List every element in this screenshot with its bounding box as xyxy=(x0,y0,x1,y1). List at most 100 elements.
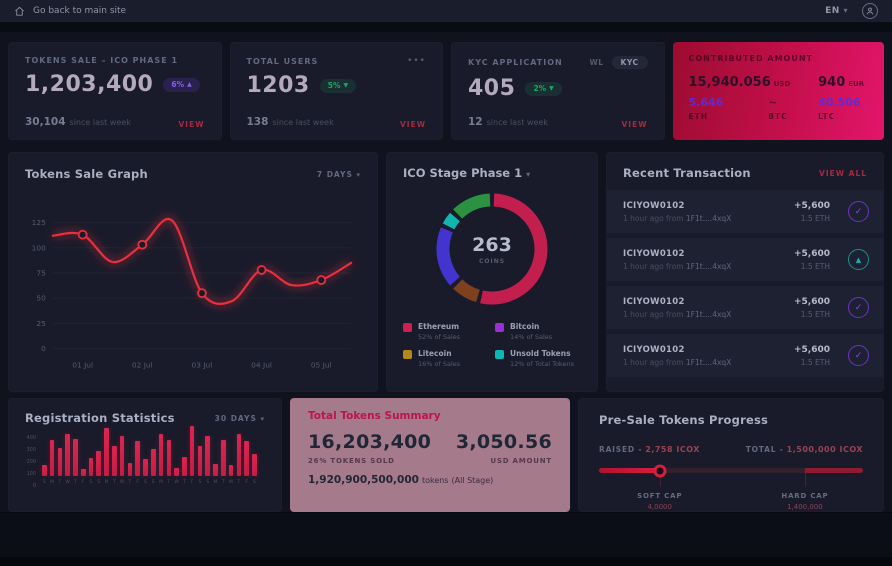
transaction-time: 1 hour ago from 1F1t....4xqX xyxy=(623,357,732,367)
stat-title: TOTAL USERS xyxy=(246,56,319,66)
stat-value: 1203 xyxy=(246,73,310,98)
bar-column: S xyxy=(150,448,156,486)
bar-column: W xyxy=(174,467,179,487)
chevron-down-icon: ▾ xyxy=(260,414,265,423)
slider-fill xyxy=(599,468,660,473)
stat-title: KYC APPLICATION xyxy=(468,58,563,67)
view-link[interactable]: VIEW xyxy=(400,120,426,129)
bar-column: F xyxy=(135,440,140,486)
back-label: Go back to main site xyxy=(33,6,127,16)
card-title: Registration Statistics xyxy=(25,411,175,425)
transaction-time: 1 hour ago from 1F1t....4xqX xyxy=(623,261,732,271)
legend-item: Bitcoin 14% of Sales xyxy=(495,322,581,341)
bar-column: S xyxy=(143,458,148,487)
transaction-row[interactable]: ICIYOW0102 1 hour ago from 1F1t....4xqX +5… xyxy=(607,334,883,377)
all-stage-total: 1,920,900,500,000 tokens (All Stage) xyxy=(308,474,494,486)
transaction-amount: +5,600 xyxy=(793,248,830,259)
stat-sub-value: 138 xyxy=(246,116,269,128)
tokens-sold-label: 26% TOKENS SOLD xyxy=(308,457,395,465)
transaction-row[interactable]: ICIYOW0102 1 hour ago from 1F1t....4xqX +5… xyxy=(607,190,883,233)
kyc-tab[interactable]: KYC xyxy=(611,56,648,69)
presale-progress-card: Pre-Sale Tokens Progress RAISED -2,758 I… xyxy=(578,398,884,512)
contributed-amount-card: CONTRIBUTED AMOUNT 15,940.056 USD 940 EUR … xyxy=(672,42,884,140)
transaction-eth: 1.5 ETH xyxy=(800,261,830,271)
bar-column: F xyxy=(189,426,195,486)
stat-sub-value: 30,104 xyxy=(25,116,66,128)
check-circle-icon: ✓ xyxy=(848,297,869,318)
recent-transaction-card: Recent Transaction VIEW ALL ICIYOW0102 1 … xyxy=(606,152,884,392)
stat-sub-label: since last week xyxy=(486,118,548,127)
summary-title: Total Tokens Summary xyxy=(308,410,441,422)
chevron-down-icon: ▾ xyxy=(843,6,848,15)
arrow-up-icon: ▲ xyxy=(187,81,192,88)
total-users-stat-card: TOTAL USERS ••• 1203 5% ▼ 138 since last w… xyxy=(229,42,443,140)
bar-column: T xyxy=(166,439,172,486)
card-title: Pre-Sale Tokens Progress xyxy=(599,413,769,427)
card-title: Tokens Sale Graph xyxy=(25,167,148,181)
bar-column: S xyxy=(197,445,203,486)
ico-stage-dropdown[interactable]: ICO Stage Phase 1 ▾ xyxy=(403,166,531,180)
svg-text:05 Jul: 05 Jul xyxy=(311,360,332,369)
stat-value: 405 xyxy=(468,76,516,101)
slider-hardcap-segment xyxy=(804,468,863,473)
usd-amount-label: USD AMOUNT xyxy=(490,457,552,465)
slider-handle[interactable] xyxy=(653,464,667,477)
bar-column: M xyxy=(104,427,109,486)
coins-count: 263 xyxy=(472,233,512,256)
view-all-link[interactable]: VIEW ALL xyxy=(819,168,867,178)
transaction-amount: +5,600 xyxy=(793,296,830,307)
legend-item: Ethereum 52% of Sales xyxy=(403,322,489,341)
transaction-time: 1 hour ago from 1F1t....4xqX xyxy=(623,309,732,319)
view-link[interactable]: VIEW xyxy=(178,120,205,129)
transaction-row[interactable]: ICIYOW0102 1 hour ago from 1F1t....4xqX +5… xyxy=(607,286,883,329)
stat-sub-label: since last week xyxy=(272,118,334,127)
user-avatar[interactable] xyxy=(862,3,878,19)
ltc-amount: 40.506 LTC xyxy=(818,96,861,121)
more-options-icon[interactable]: ••• xyxy=(407,56,426,66)
transaction-eth: 1.5 ETH xyxy=(800,309,830,319)
soft-cap-label: SOFT CAP 4,0000 xyxy=(637,492,683,511)
bar-column: M xyxy=(213,463,218,486)
bar-column: T xyxy=(73,439,78,486)
bar-column: T xyxy=(182,456,187,486)
total-tokens-summary-card: Total Tokens Summary 16,203,400 26% TOKE… xyxy=(290,398,570,512)
view-link[interactable]: VIEW xyxy=(621,120,648,129)
topbar-shadow xyxy=(0,22,892,32)
line-chart-area: 0 25 50 75 100 125 01 Jul 02 Jul 03 Jul 04 Jul 05 … xyxy=(25,183,361,383)
bar-column: T xyxy=(236,433,242,486)
contributed-title: CONTRIBUTED AMOUNT xyxy=(688,54,814,63)
tokens-sold-value: 16,203,400 xyxy=(308,431,432,453)
hard-cap-label: HARD CAP 1,400,000 xyxy=(781,492,829,511)
transaction-id: ICIYOW0102 xyxy=(623,200,685,211)
svg-text:01 Jul: 01 Jul xyxy=(72,360,93,369)
coins-label: COINS xyxy=(478,257,506,265)
transaction-id: ICIYOW0102 xyxy=(623,344,685,355)
bar-chart-y-axis: 400 300 200 100 0 xyxy=(26,434,36,489)
svg-text:100: 100 xyxy=(32,243,46,252)
back-to-main-site-link[interactable]: Go back to main site xyxy=(14,6,126,17)
ico-stage-card: ICO Stage Phase 1 ▾ 263 COINS Ethereum 52… xyxy=(386,152,598,392)
transaction-row[interactable]: ICIYOW0102 1 hour ago from 1F1t....4xqX +5… xyxy=(607,238,883,281)
eur-amount: 940 xyxy=(818,75,846,90)
trend-badge: 2% ▼ xyxy=(525,81,562,96)
progress-slider[interactable]: SOFT CAP 4,0000 HARD CAP 1,400,000 xyxy=(599,464,863,511)
range-dropdown[interactable]: 7 DAYS ▾ xyxy=(316,169,361,179)
donut-legend: Ethereum 52% of Sales Bitcoin 14% of Sales L… xyxy=(403,322,581,368)
bar-column: T xyxy=(57,448,63,486)
bar-column: M xyxy=(49,440,55,486)
tokens-sale-line-chart: 0 25 50 75 100 125 01 Jul 02 Jul 03 Jul 04 Jul 05 … xyxy=(32,216,353,369)
language-dropdown[interactable]: EN ▾ xyxy=(825,6,848,16)
usd-amount: 15,940.056 xyxy=(688,75,771,90)
range-dropdown[interactable]: 30 DAYS ▾ xyxy=(214,413,265,423)
check-circle-icon: ✓ xyxy=(848,201,869,222)
svg-text:02 Jul: 02 Jul xyxy=(132,360,153,369)
transaction-time: 1 hour ago from 1F1t....4xqX xyxy=(623,213,732,223)
registration-statistics-card: Registration Statistics 30 DAYS ▾ 400 300… xyxy=(8,398,282,512)
stat-title: TOKENS SALE – ICO PHASE 1 xyxy=(25,56,179,65)
stat-sub-value: 12 xyxy=(468,116,483,128)
arrow-down-icon: ▼ xyxy=(549,85,554,92)
svg-text:25: 25 xyxy=(36,319,46,328)
wl-tab[interactable]: WL xyxy=(589,58,604,67)
svg-text:03 Jul: 03 Jul xyxy=(192,360,213,369)
stat-value: 1,203,400 xyxy=(25,72,154,97)
